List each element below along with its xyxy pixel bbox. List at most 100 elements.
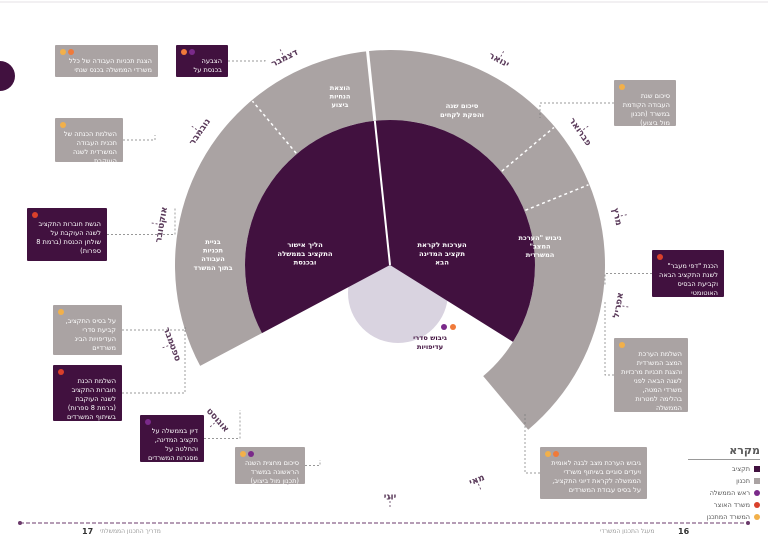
responsibility-dots — [145, 419, 151, 425]
legend-item: תכנון — [688, 475, 760, 487]
inner-label-approval: ובכנסת — [294, 259, 317, 267]
info-box-text: השלמת הכנתה של תכנית העבודה המשרדית לשנה… — [63, 130, 117, 165]
purple-dot — [189, 49, 195, 55]
inner-label-approval: הליך אישור — [287, 241, 323, 249]
month-tick — [616, 213, 629, 218]
info-box-apr-purple: הכנת "דפי מעבר" לשנת התקציב הבאה וקביעת … — [652, 250, 724, 297]
info-box-text: הצגת תכניות העבודה של כלל משרדי הממשלה ב… — [68, 57, 152, 74]
legend-label: המשרד המתכנן — [706, 513, 750, 521]
info-box-oct: הגשת חוברות התקציב לשנה העוקבת על שולחן … — [27, 208, 107, 261]
yellow-dot — [60, 49, 66, 55]
responsibility-dots — [240, 451, 254, 457]
outer-label-work-plans: בניית — [205, 238, 220, 246]
legend-dot — [754, 514, 760, 520]
legend-item: המשרד המתכנן — [688, 511, 760, 523]
outer-label-year-summary: והפקת לקחים — [440, 111, 484, 119]
center-label-priorities: גיבוש סדרי — [413, 334, 447, 342]
yellow-dot — [619, 342, 625, 348]
legend-dot — [754, 502, 760, 508]
info-box-text: סיכום שנת העבודה הקודמת במשרד (תכנון מול… — [622, 92, 670, 136]
connector-line — [539, 102, 614, 118]
legend-item: ראש הממשלה — [688, 487, 760, 499]
yellow-dot — [240, 451, 246, 457]
legend-swatch — [754, 478, 760, 484]
yellow-dot — [58, 309, 64, 315]
legend-title: מקרא — [688, 444, 760, 460]
outer-label-work-plans: תכניות — [203, 247, 223, 255]
outer-label-guidelines: הנחיות — [330, 93, 351, 101]
responsibility-dots — [619, 342, 625, 348]
month-label: נובמבר — [188, 117, 213, 147]
month-label: דצמבר — [270, 48, 300, 70]
connector-line — [604, 273, 652, 285]
month-tick — [579, 124, 591, 133]
info-box-feb: סיכום שנת העבודה הקודמת במשרד (תכנון מול… — [614, 80, 676, 136]
connector-line — [123, 135, 156, 141]
inner-label-budget-prep: הערכות לקראת — [417, 241, 467, 249]
page-number-left: 17 — [82, 527, 94, 536]
legend-item: תקציב — [688, 463, 760, 475]
outer-label-guidelines: הוצאת — [330, 84, 350, 92]
outer-label-status-assessment: המשרדית — [526, 251, 555, 259]
inner-label-budget-prep: תקציב המדינה — [419, 250, 465, 258]
inner-sector-approval — [245, 120, 390, 334]
info-box-text: הכנת "דפי מעבר" לשנת התקציב הבאה וקביעת … — [659, 262, 718, 297]
connector-line — [204, 410, 241, 439]
purple-dot — [248, 451, 254, 457]
center-dot-orange — [450, 324, 456, 330]
outer-ring-divider — [525, 184, 589, 212]
yellow-dot — [60, 122, 66, 128]
connector-line — [122, 325, 186, 331]
yellow-dot — [545, 451, 551, 457]
legend-item: משרד האוצר — [688, 499, 760, 511]
connector-line — [107, 208, 176, 235]
info-box-jul: סיכום מחצית השנה הראשונה במשרד (תכנון מו… — [235, 447, 305, 494]
legend-label: משרד האוצר — [713, 501, 750, 509]
info-box-text: השלמת הערכת המצב המשרדית והצגת תכניות מר… — [621, 350, 682, 412]
info-box-text: סיכום מחצית השנה הראשונה במשרד (תכנון מו… — [244, 459, 299, 494]
responsibility-dots — [60, 122, 66, 128]
inner-sector-budget-prep — [374, 120, 535, 342]
month-tick — [160, 343, 173, 349]
responsibility-dots — [657, 254, 663, 260]
info-box-text: הגשת חוברות התקציב לשנה העוקבת על שולחן … — [36, 220, 101, 255]
responsibility-dots — [619, 84, 625, 90]
inner-label-budget-prep: הבא — [435, 259, 449, 267]
outer-label-year-summary: סיכום שנה — [446, 102, 479, 110]
yellow-dot — [619, 84, 625, 90]
month-tick — [208, 419, 218, 429]
outer-label-status-assessment: המצב" — [529, 243, 550, 251]
responsibility-dots — [32, 212, 38, 218]
month-tick — [498, 49, 505, 61]
month-label: ינואר — [487, 51, 511, 70]
responsibility-dots — [60, 49, 74, 55]
connector-line — [228, 60, 266, 62]
info-box-dec-grey: הצגת תכניות העבודה של כלל משרדי הממשלה ב… — [55, 45, 158, 77]
purple-dot — [145, 419, 151, 425]
info-box-text: על בסיס התקציב, קביעת סדרי העדיפויות הבי… — [65, 317, 116, 352]
outer-label-status-assessment: גיבוש "הערכת — [518, 234, 561, 242]
orange-dot — [553, 451, 559, 457]
responsibility-dots — [181, 49, 195, 55]
month-label: פברואר — [566, 116, 593, 148]
connector-line — [604, 300, 614, 376]
info-box-nov: השלמת הכנתה של תכנית העבודה המשרדית לשנה… — [55, 118, 123, 165]
red-dot — [657, 254, 663, 260]
outer-label-work-plans: בתוך המשרד — [193, 264, 232, 272]
month-tick — [618, 304, 631, 308]
outer-ring-divider — [501, 126, 555, 172]
outer-label-guidelines: ביצוע — [332, 101, 349, 109]
connector-line — [122, 330, 186, 394]
info-box-apr-grey: השלמת הערכת המצב המשרדית והצגת תכניות מר… — [614, 338, 688, 412]
info-box-dec-purple: הצבעה בכנסת על תקציב המדינה — [176, 45, 228, 92]
info-box-text: השלמת הכנת חוברות התקציב לשנה העוקבת (בר… — [66, 377, 116, 421]
month-tick — [476, 479, 482, 492]
month-tick — [278, 47, 286, 59]
connector-line — [524, 412, 540, 474]
month-label: מרץ — [610, 207, 624, 227]
responsibility-dots — [58, 309, 64, 315]
red-dot — [58, 369, 64, 375]
timeline-start — [18, 521, 22, 525]
